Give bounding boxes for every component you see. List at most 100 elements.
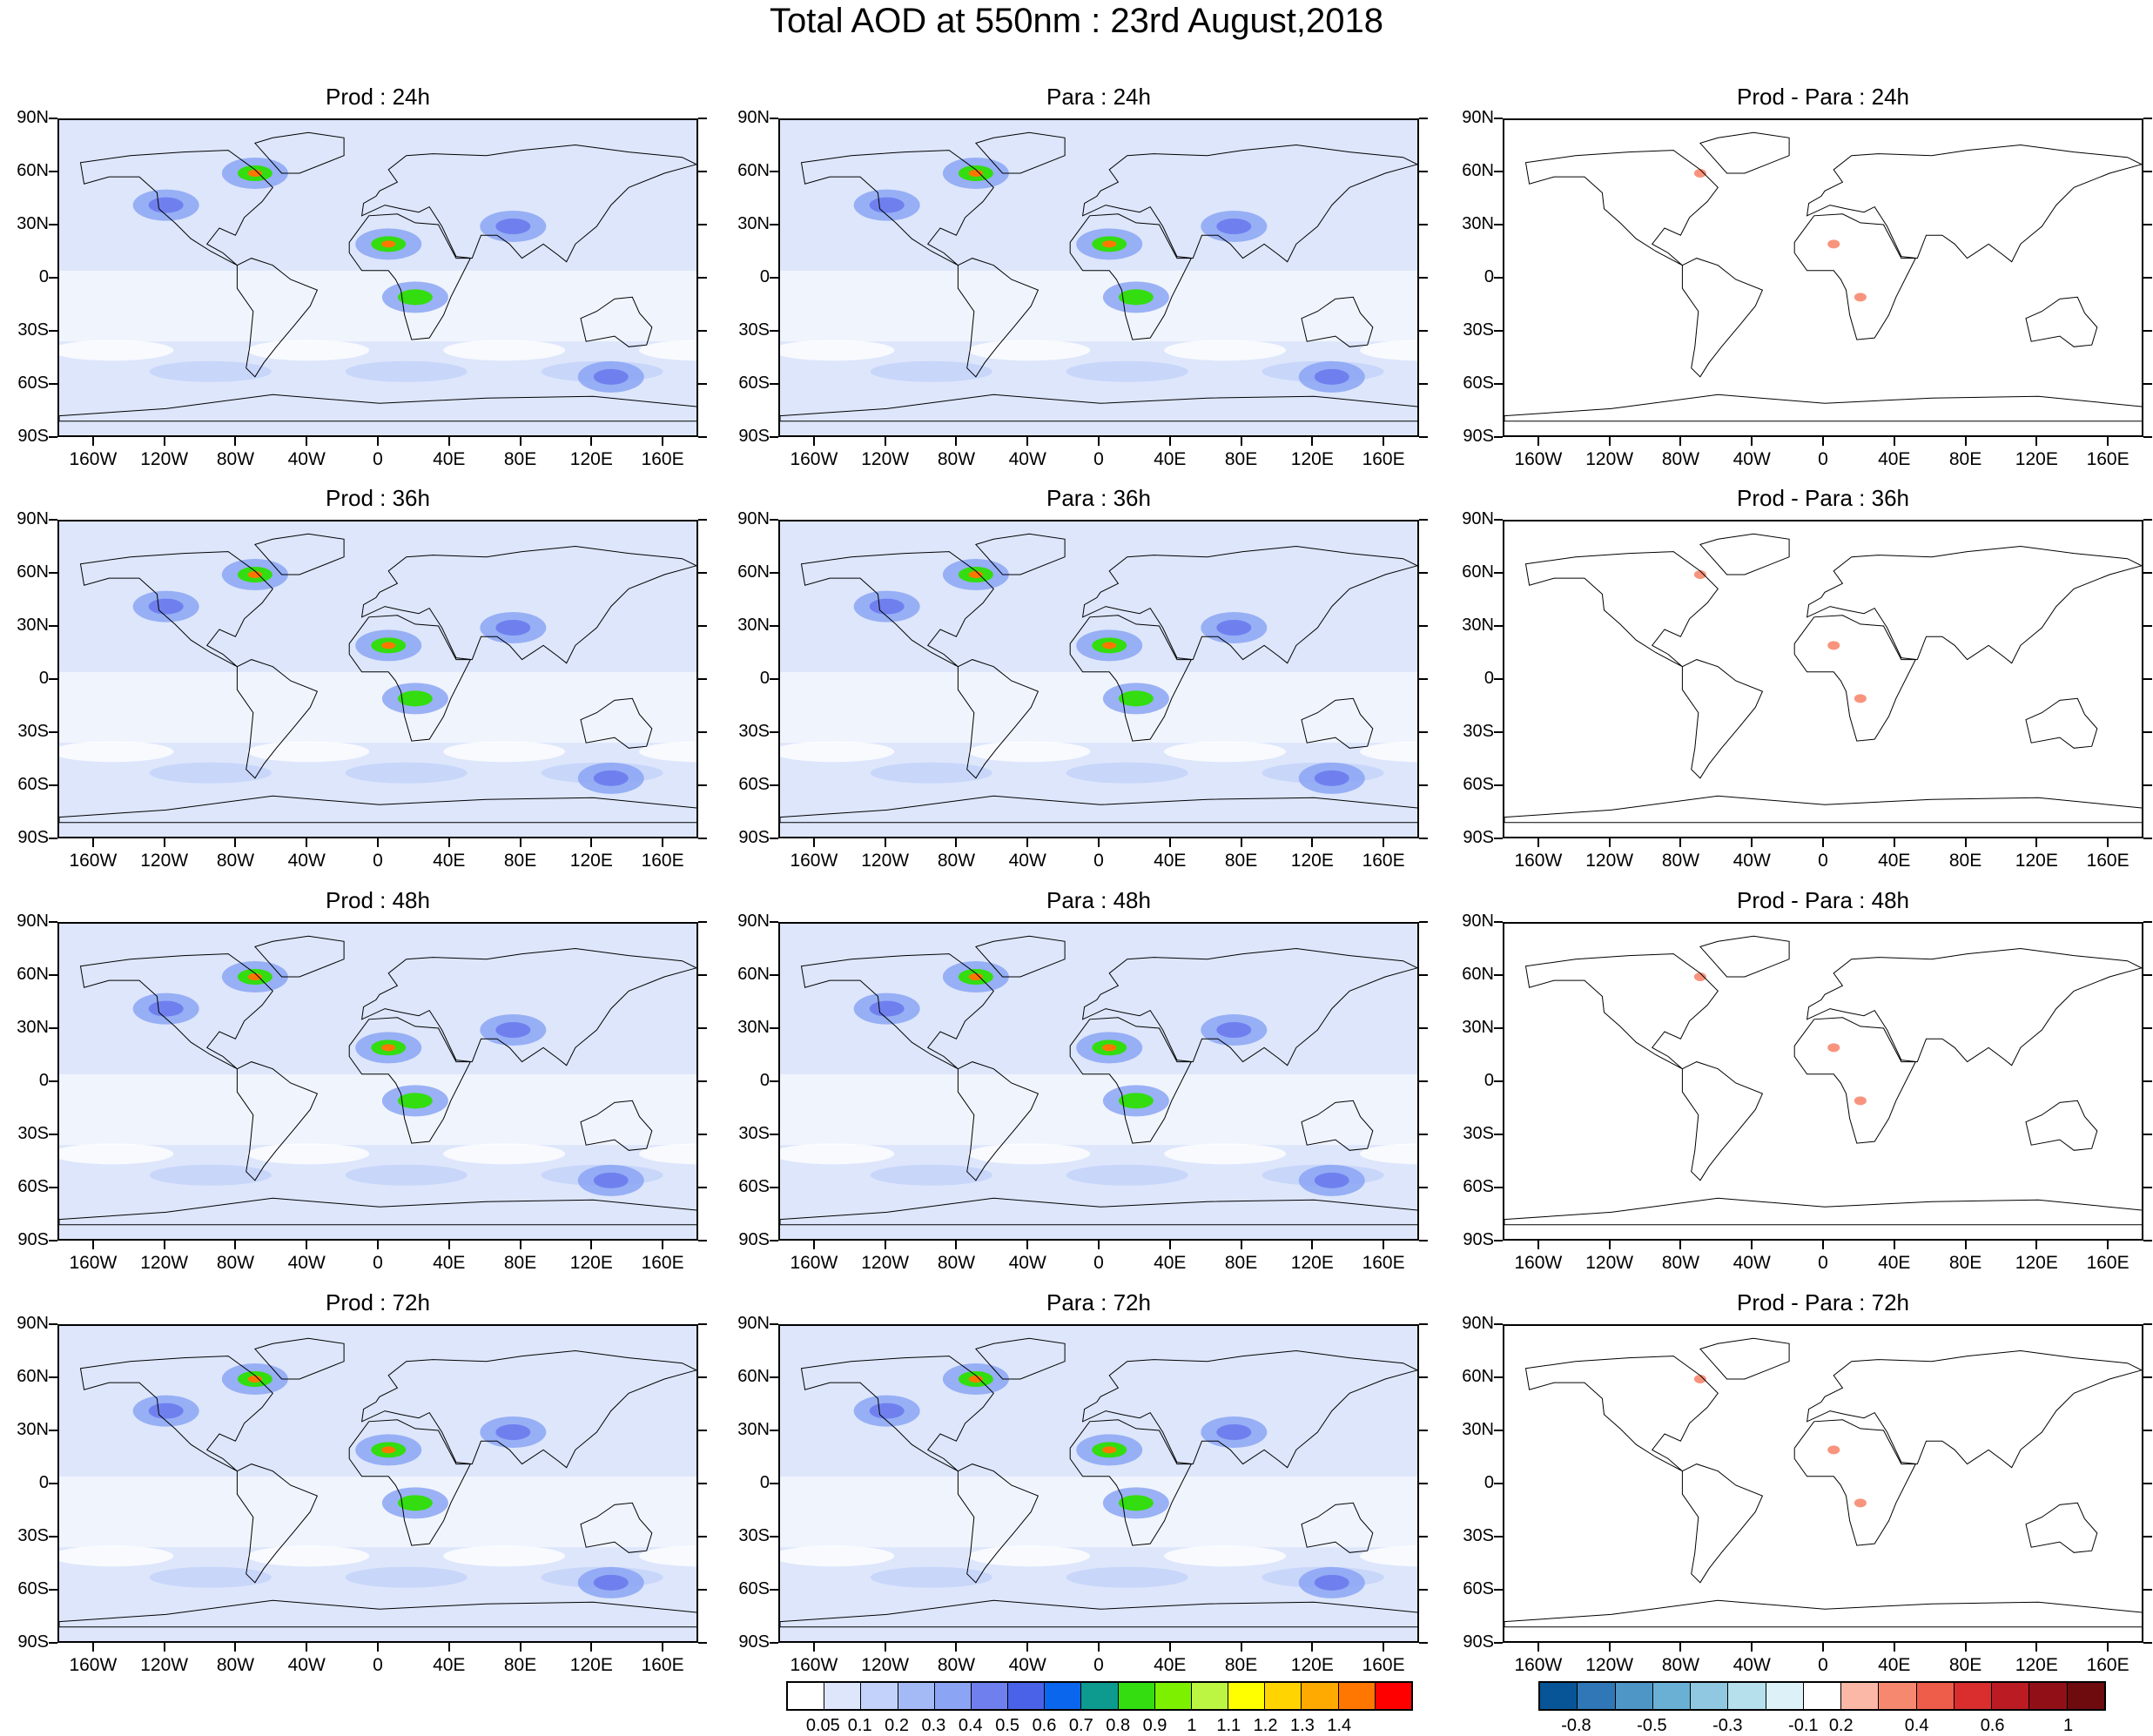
panel-6-lon-label: 40W xyxy=(1732,851,1771,871)
panel-1-lat-label: 90S xyxy=(17,427,49,446)
panel-8-lat-tick xyxy=(770,1187,778,1188)
panel-12-lat-tick xyxy=(2143,1589,2152,1591)
aod-plume-peak-3 xyxy=(1102,642,1117,649)
aod-band xyxy=(639,1545,696,1567)
panel-5-lon-label: 160W xyxy=(790,851,838,871)
aod-colorbar-label: 0.5 xyxy=(995,1716,1020,1735)
aod-colorbar-box xyxy=(971,1683,1009,1709)
panel-8-lon-label: 0 xyxy=(1093,1253,1104,1273)
panel-10-lat-tick xyxy=(698,1642,707,1644)
panel-4-lat-label: 60S xyxy=(17,775,49,794)
panel-3-map-frame xyxy=(1503,118,2143,437)
aod-plume-core-4 xyxy=(397,1093,433,1109)
panel-4-lon-label: 160W xyxy=(69,851,118,871)
panel-9-lon-tick xyxy=(1964,1241,1967,1249)
aod-band xyxy=(1360,1143,1417,1165)
diff-colorbar-box xyxy=(2067,1683,2104,1709)
panel-6-lat-label: 30S xyxy=(1463,722,1494,741)
panel-2-lat-tick xyxy=(1419,171,1428,172)
panel-4-lat-tick xyxy=(49,625,57,627)
diff-colorbar-box xyxy=(1691,1683,1729,1709)
aod-colorbar-box xyxy=(1265,1683,1302,1709)
eurasia-outline xyxy=(360,1349,696,1469)
panel-10-title: Prod : 72h xyxy=(326,1289,430,1315)
panel-11-lat-tick xyxy=(1419,1536,1428,1538)
panel-8-map-svg xyxy=(780,924,1417,1239)
panel-4-lon-tick xyxy=(447,838,450,847)
north-america-outline xyxy=(1524,953,1719,1070)
panel-3-lon-label: 80W xyxy=(1661,449,1700,469)
panel-9-map-frame xyxy=(1503,922,2143,1241)
diff-colorbar-label: 1 xyxy=(2062,1716,2074,1735)
panel-2-lat-tick xyxy=(1419,224,1428,225)
north-america-outline xyxy=(800,1356,994,1472)
panel-10-lat-label: 60N xyxy=(17,1367,49,1386)
south-america-outline xyxy=(236,1463,319,1584)
panel-2-lon-tick xyxy=(1098,437,1100,446)
panel-4-lat-tick xyxy=(49,519,57,521)
panel-4-lon-tick xyxy=(234,838,237,847)
panel-6-lat-tick xyxy=(1494,572,1503,574)
panel-12-lat-tick xyxy=(2143,1483,2152,1484)
panel-9-lat-label: 30N xyxy=(1462,1018,1494,1037)
panel-3-lon-label: 160W xyxy=(1514,449,1563,469)
greenland-outline xyxy=(1699,533,1790,575)
eurasia-outline xyxy=(360,947,696,1066)
panel-12-map-frame xyxy=(1503,1324,2143,1643)
diff-colorbar-box xyxy=(1652,1683,1692,1709)
panel-3-lon-label: 120W xyxy=(1585,449,1634,469)
panel-2-map-svg xyxy=(780,120,1417,435)
panel-10-lon-label: 80E xyxy=(503,1655,537,1675)
panel-5-lat-tick xyxy=(1419,519,1428,521)
panel-8-lat-label: 30S xyxy=(738,1124,770,1143)
panel-7-lat-label: 30N xyxy=(17,1018,49,1037)
panel-8-lon-tick xyxy=(1240,1241,1242,1249)
aod-plume-core-6 xyxy=(593,770,629,786)
panel-11-lat-label: 60S xyxy=(738,1579,770,1598)
panel-1-lat-tick xyxy=(698,383,707,385)
south-america-outline xyxy=(1681,1061,1764,1181)
aod-plume-core-1 xyxy=(148,1000,184,1017)
panel-2-lon-label: 80E xyxy=(1224,449,1258,469)
panel-3-lat-label: 30N xyxy=(1462,214,1494,233)
panel-2-lat-label: 90S xyxy=(738,427,770,446)
panel-10-lon-label: 0 xyxy=(373,1655,383,1675)
panel-8-lat-tick xyxy=(770,921,778,923)
panel-1-lon-label: 120W xyxy=(140,449,189,469)
aod-band xyxy=(780,741,895,763)
panel-5-lon-label: 80W xyxy=(937,851,976,871)
aod-colorbar-label: 0.3 xyxy=(921,1716,946,1735)
africa-outline xyxy=(1069,615,1193,742)
panel-10-lat-tick xyxy=(698,1430,707,1431)
panel-10-lon-tick xyxy=(519,1643,521,1652)
south-america-outline xyxy=(957,258,1039,378)
panel-1-lat-tick xyxy=(49,171,57,172)
panel-7-lon-tick xyxy=(306,1241,308,1249)
diff-patch-4 xyxy=(1854,1096,1867,1106)
panel-4-lat-tick xyxy=(698,678,707,680)
panel-2-lon-tick xyxy=(955,437,958,446)
diff-colorbar-box xyxy=(1992,1683,2030,1709)
panel-3-lon-label: 40W xyxy=(1732,449,1771,469)
australia-outline xyxy=(2025,1502,2098,1553)
eurasia-outline xyxy=(360,144,696,263)
panel-1-lon-label: 120E xyxy=(569,449,613,469)
aod-colorbar-box xyxy=(1228,1683,1266,1709)
panel-6-lat-label: 0 xyxy=(1484,669,1494,688)
aod-colorbar xyxy=(786,1681,1413,1711)
panel-1-lat-tick xyxy=(49,383,57,385)
panel-8-lon-tick xyxy=(884,1241,886,1249)
panel-7-lon-label: 160E xyxy=(641,1253,684,1273)
panel-8-lat-tick xyxy=(1419,1027,1428,1029)
panel-1-lat-tick xyxy=(49,330,57,332)
diff-colorbar-box xyxy=(1578,1683,1616,1709)
panel-8-lat-tick xyxy=(770,1080,778,1082)
panel-5-lon-tick xyxy=(812,838,815,847)
panel-10-lon-tick xyxy=(662,1643,664,1652)
diff-patch-3 xyxy=(1827,641,1840,650)
panel-5-lat-tick xyxy=(770,572,778,574)
panel-10-lat-label: 30N xyxy=(17,1420,49,1439)
panel-1-lat-tick xyxy=(698,436,707,438)
south-america-outline xyxy=(236,1061,319,1181)
panel-9-lat-label: 60N xyxy=(1462,965,1494,984)
